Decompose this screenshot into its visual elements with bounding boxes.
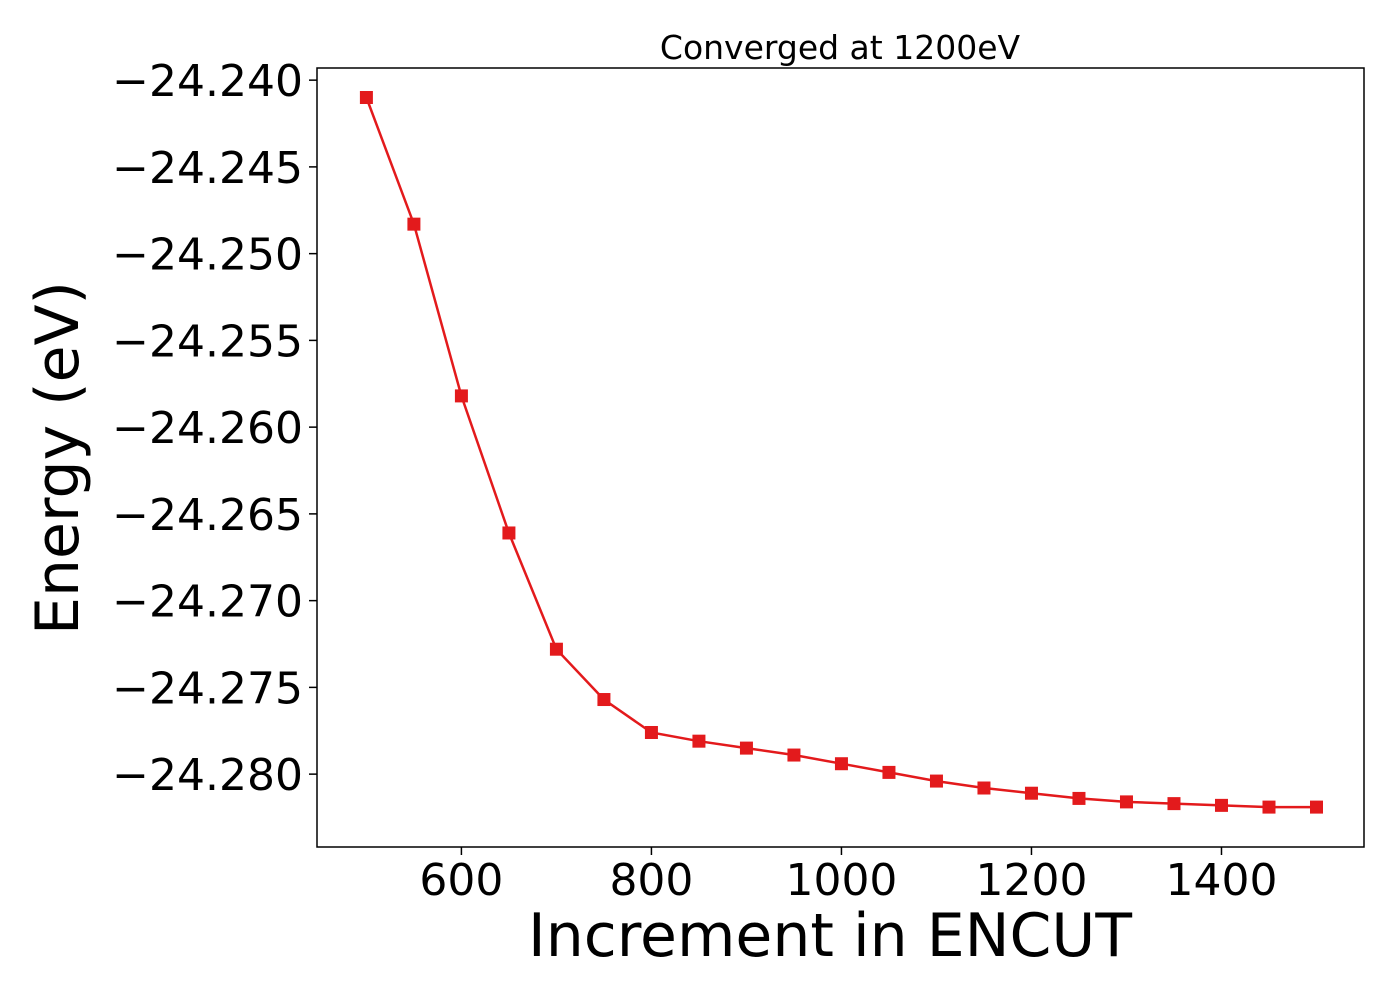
data-point [1119,795,1133,809]
y-tick-label: −24.280 [112,750,303,801]
y-axis-ticks: −24.240 −24.245 −24.250 −24.255 −24.260 −24.2… [112,56,317,801]
series-markers [359,90,1323,814]
y-tick-label: −24.250 [112,230,303,281]
y-tick-label: −24.245 [112,143,303,194]
data-point [1262,800,1276,814]
data-point [359,90,373,104]
data-point [597,693,611,707]
y-tick-label: −24.240 [112,56,303,107]
data-point [882,765,896,779]
x-axis-label: Increment in ENCUT [528,901,1132,971]
x-axis-ticks: 600 800 1000 1200 1400 [419,847,1277,906]
y-tick-label: −24.255 [112,316,303,367]
data-point [1167,797,1181,811]
data-point [977,781,991,795]
data-point [692,734,706,748]
plot-area [316,67,1365,848]
data-point [644,725,658,739]
x-tick-label: 1400 [1165,855,1277,906]
y-tick-label: −24.275 [112,663,303,714]
x-tick-label: 800 [609,855,693,906]
data-point [834,757,848,771]
y-axis-label: Energy (eV) [23,281,93,635]
data-point [787,748,801,762]
data-point [739,741,753,755]
y-tick-label: −24.265 [112,490,303,541]
data-point [407,217,421,231]
data-point [454,389,468,403]
x-tick-label: 1200 [975,855,1087,906]
chart-title: Converged at 1200eV [660,28,1021,67]
data-point [1309,800,1323,814]
y-tick-label: −24.260 [112,403,303,454]
data-point [1072,791,1086,805]
data-point [1024,786,1038,800]
data-point [502,526,516,540]
x-tick-label: 1000 [785,855,897,906]
x-tick-label: 600 [419,855,503,906]
data-point [929,774,943,788]
y-tick-label: −24.270 [112,577,303,628]
data-point [1214,798,1228,812]
data-point [549,642,563,656]
